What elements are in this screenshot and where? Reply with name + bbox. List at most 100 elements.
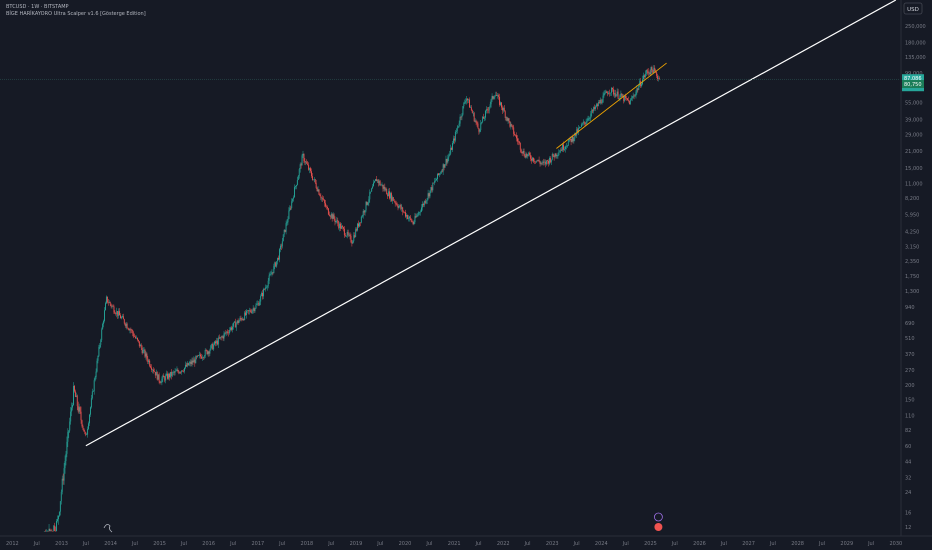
candle-body bbox=[155, 371, 157, 376]
candle-body bbox=[249, 310, 251, 312]
candle-body bbox=[291, 201, 293, 209]
indicator-title[interactable]: BİGE HARİKAYORO Ultra Scalper v1.6 [Göst… bbox=[6, 11, 146, 17]
candle-body bbox=[200, 354, 201, 357]
candle-body bbox=[258, 303, 260, 306]
symbol-title[interactable]: BTCUSD · 1W · BITSTAMP bbox=[6, 4, 69, 10]
candle-body bbox=[442, 164, 444, 172]
candle-body bbox=[327, 207, 328, 209]
price-tick-label: 32 bbox=[905, 475, 911, 481]
candle-body bbox=[57, 519, 58, 521]
candle-body bbox=[198, 355, 200, 356]
candle-body bbox=[242, 319, 244, 321]
time-tick-label: Jul bbox=[131, 541, 138, 547]
time-tick-label: 2016 bbox=[202, 541, 215, 547]
candle-body bbox=[405, 212, 406, 217]
candle-body bbox=[308, 164, 310, 170]
candle-body bbox=[486, 109, 488, 110]
candle-body bbox=[323, 199, 325, 200]
current-price-label: 87,086 bbox=[904, 76, 922, 82]
candle-body bbox=[564, 146, 566, 150]
candle-body bbox=[358, 223, 359, 227]
candle-body bbox=[244, 312, 246, 320]
event-icon[interactable] bbox=[654, 512, 663, 522]
candle-body bbox=[305, 161, 307, 163]
candle-body bbox=[587, 118, 589, 122]
candle-body bbox=[202, 357, 204, 359]
candle-body bbox=[586, 121, 588, 122]
candle-body bbox=[649, 72, 651, 75]
price-tick-label: 510 bbox=[905, 336, 915, 342]
support-trendline[interactable] bbox=[85, 0, 897, 447]
candle-body bbox=[161, 378, 163, 383]
candle-body bbox=[304, 161, 306, 163]
candle-body bbox=[539, 161, 541, 164]
candle-body bbox=[579, 127, 580, 129]
candle-body bbox=[481, 121, 483, 123]
candle-body bbox=[121, 317, 122, 319]
candle-body bbox=[201, 357, 203, 359]
candle-body bbox=[369, 192, 371, 200]
price-tick-label: 12 bbox=[905, 525, 911, 531]
candle-body bbox=[420, 211, 422, 213]
candle-body bbox=[102, 323, 104, 330]
candle-body bbox=[44, 531, 46, 532]
candle-body bbox=[56, 520, 58, 532]
candle-body bbox=[182, 370, 184, 372]
candle-body bbox=[569, 137, 571, 139]
price-tick-label: 16 bbox=[905, 510, 911, 516]
candle-body bbox=[390, 193, 392, 201]
candle-body bbox=[641, 84, 643, 87]
candle-body bbox=[410, 218, 412, 222]
candle-body bbox=[457, 126, 459, 128]
candle-body bbox=[187, 362, 189, 366]
candle-body bbox=[616, 91, 618, 95]
candle-body bbox=[593, 107, 595, 112]
candle-body bbox=[86, 434, 88, 436]
candle-body bbox=[467, 98, 469, 101]
candle-body bbox=[152, 369, 154, 372]
candle-body bbox=[359, 222, 361, 223]
candle-body bbox=[524, 155, 526, 158]
candle-body bbox=[659, 78, 660, 79]
candle-body bbox=[622, 95, 624, 97]
candle-body bbox=[589, 117, 591, 119]
candle-body bbox=[541, 162, 543, 164]
candle-body bbox=[468, 99, 469, 101]
candle-body bbox=[532, 157, 534, 162]
candle-body bbox=[482, 116, 484, 122]
candle-body bbox=[88, 423, 89, 429]
candle-body bbox=[148, 360, 150, 362]
short-trendline[interactable] bbox=[556, 62, 667, 149]
secondary-price-label: 80,750 bbox=[904, 82, 922, 88]
candle-body bbox=[285, 223, 287, 232]
candle-body bbox=[578, 128, 580, 133]
candle-body bbox=[383, 186, 385, 189]
candle-body bbox=[350, 235, 352, 243]
currency-button[interactable]: USD bbox=[903, 2, 923, 15]
candle-body bbox=[612, 89, 614, 95]
candle-body bbox=[651, 67, 653, 71]
candle-body bbox=[219, 336, 221, 339]
time-tick-label: 2029 bbox=[840, 541, 853, 547]
candle-body bbox=[326, 206, 327, 208]
candle-body bbox=[609, 92, 611, 94]
candle-body bbox=[512, 125, 514, 128]
candle-body bbox=[234, 321, 236, 328]
earnings-icon[interactable] bbox=[654, 523, 663, 531]
candle-body bbox=[373, 182, 374, 187]
candle-body bbox=[313, 179, 315, 180]
candle-body bbox=[145, 353, 147, 357]
candle-body bbox=[144, 349, 146, 357]
candle-body bbox=[108, 302, 110, 303]
candle-body bbox=[397, 205, 399, 208]
candle-body bbox=[154, 371, 156, 376]
candle-body bbox=[58, 511, 60, 516]
candle-body bbox=[281, 241, 283, 247]
candle-body bbox=[272, 272, 274, 274]
candle-body bbox=[388, 191, 390, 197]
candle-body bbox=[215, 341, 216, 344]
candle-body bbox=[65, 453, 67, 461]
candle-body bbox=[506, 117, 508, 121]
